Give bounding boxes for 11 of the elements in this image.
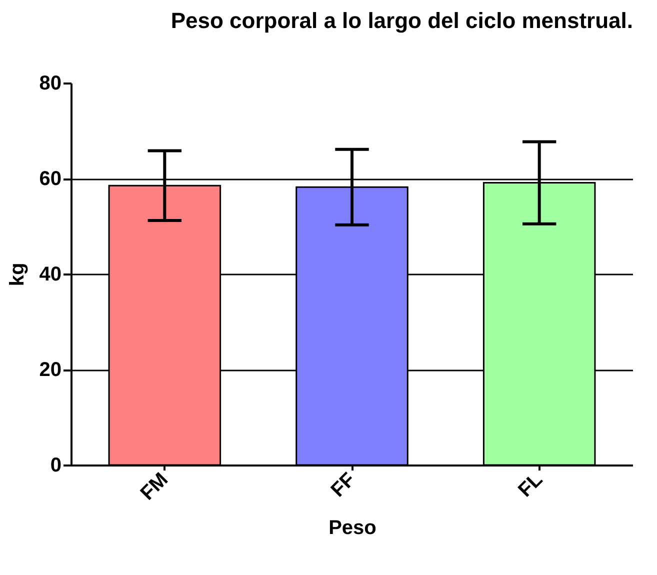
x-tick-label: FM xyxy=(136,468,172,505)
chart-title: Peso corporal a lo largo del ciclo menstrual. xyxy=(170,8,633,33)
x-tick-label: FL xyxy=(514,468,548,502)
y-tick-label: 40 xyxy=(39,264,62,286)
y-tick-label: 80 xyxy=(39,72,62,94)
x-axis-title: Peso xyxy=(328,516,376,539)
x-tick-label: FF xyxy=(326,468,360,502)
y-tick-label: 0 xyxy=(50,454,62,476)
y-tick-label: 20 xyxy=(39,359,62,381)
y-axis-title: kg xyxy=(6,262,28,286)
y-tick-label: 60 xyxy=(39,168,62,190)
